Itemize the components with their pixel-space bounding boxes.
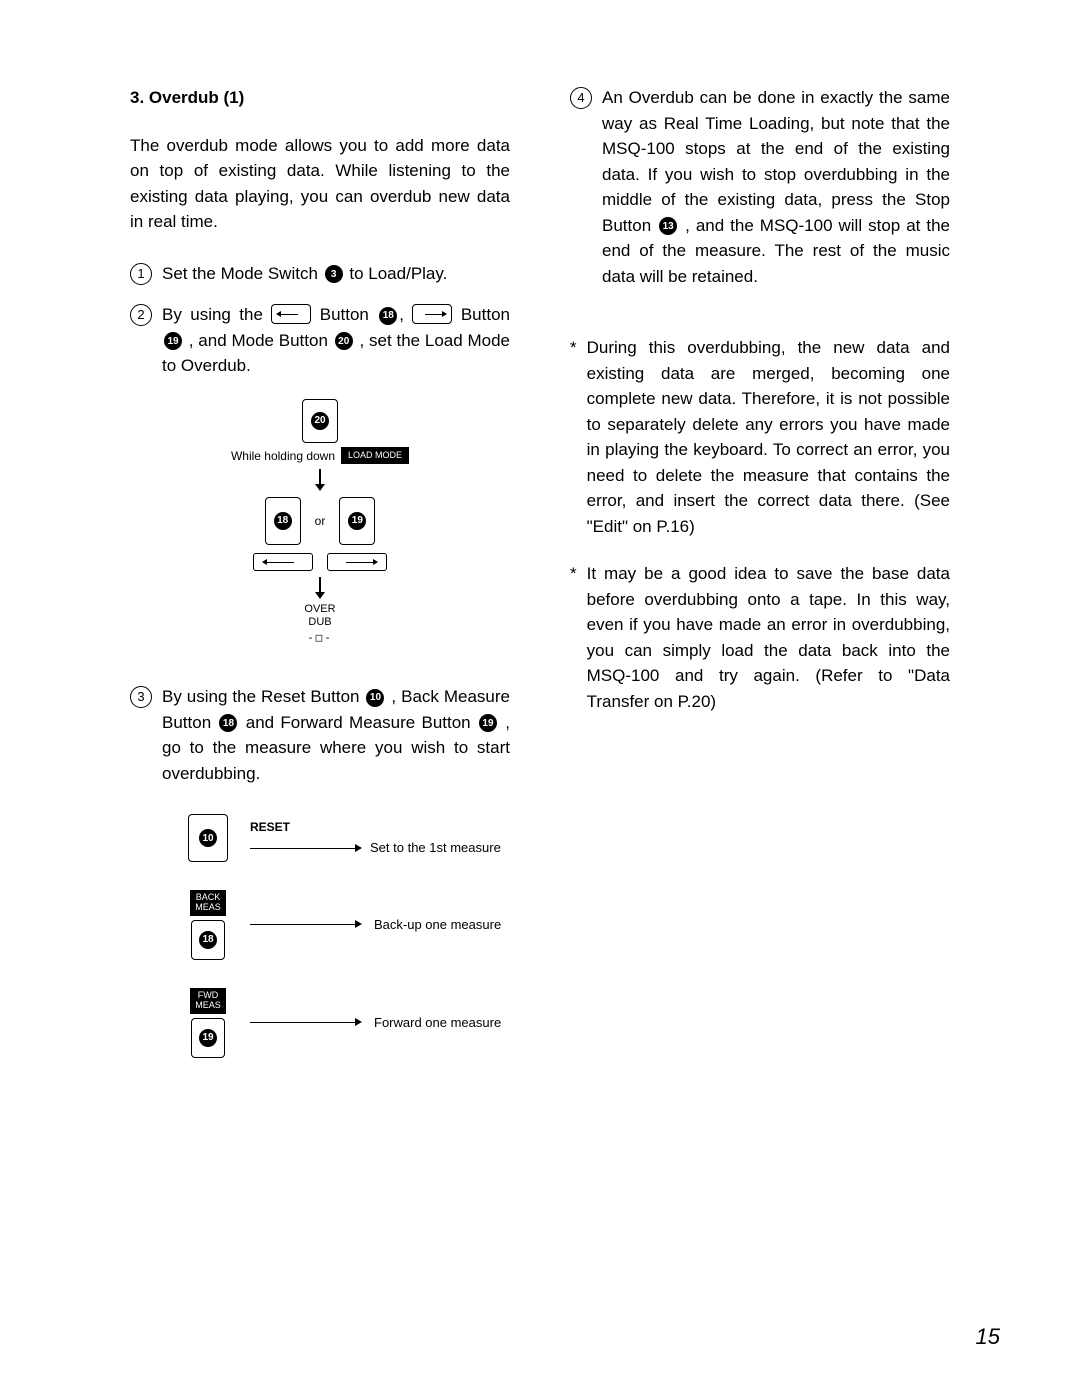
ref-bullet: 19 <box>348 512 366 530</box>
text: , and Mode Button <box>189 331 333 350</box>
desc: Back-up one measure <box>374 915 501 935</box>
right-arrow-button-icon <box>327 553 387 571</box>
step-body: Set the Mode Switch 3 to Load/Play. <box>162 261 510 287</box>
fwd-meas-row: FWD MEAS 19 Forward one measure <box>180 988 510 1058</box>
button-col: 10 <box>180 814 236 862</box>
text: DUB <box>130 616 510 629</box>
text: to Load/Play. <box>349 264 447 283</box>
ref-bullet: 18 <box>379 307 397 325</box>
left-arrow-button-icon <box>271 304 311 324</box>
reset-button-icon: 10 <box>188 814 228 862</box>
text: and Forward Measure Button <box>246 713 477 732</box>
step-marker: 3 <box>130 686 152 708</box>
seven-segment-icon: -□- <box>130 631 510 644</box>
desc: Set to the 1st measure <box>370 838 501 858</box>
ref-bullet: 20 <box>335 332 353 350</box>
measure-nav-diagram: 10 RESET Set to the 1st measure BACK MEA… <box>180 814 510 1058</box>
section-title: 3. Overdub (1) <box>130 85 510 111</box>
ref-bullet: 19 <box>479 714 497 732</box>
step-body: An Overdub can be done in exactly the sa… <box>602 85 950 289</box>
ref-bullet: 10 <box>366 689 384 707</box>
desc: Forward one measure <box>374 1013 501 1033</box>
text: OVER <box>130 603 510 616</box>
arrow-down-icon <box>319 577 321 597</box>
ref-bullet: 19 <box>199 1029 217 1047</box>
asterisk-icon: * <box>570 561 577 714</box>
step-marker: 1 <box>130 263 152 285</box>
intro-paragraph: The overdub mode allows you to add more … <box>130 133 510 235</box>
arrow-right-icon <box>250 1022 360 1023</box>
step-body: By using the Reset Button 10 , Back Meas… <box>162 684 510 786</box>
mode-button-icon: 20 <box>302 399 338 443</box>
text: Button <box>461 305 510 324</box>
step-body: By using the Button 18, Button 19 , and … <box>162 302 510 379</box>
note-text: During this overdubbing, the new data an… <box>587 335 950 539</box>
step-marker: 4 <box>570 87 592 109</box>
button-icon: 18 <box>265 497 301 545</box>
note-1: * During this overdubbing, the new data … <box>570 335 950 539</box>
right-column: 4 An Overdub can be done in exactly the … <box>570 85 950 1086</box>
button-pair: 18 or 19 <box>130 497 510 545</box>
back-meas-button-icon: 18 <box>191 920 225 960</box>
overdub-label: OVER DUB -□- <box>130 603 510 645</box>
asterisk-icon: * <box>570 335 577 539</box>
back-meas-chip: BACK MEAS <box>190 890 226 916</box>
ref-bullet: 18 <box>274 512 292 530</box>
note-2: * It may be a good idea to save the base… <box>570 561 950 714</box>
arrow-right-icon <box>250 924 360 925</box>
reset-label: RESET <box>250 818 501 836</box>
step-2: 2 By using the Button 18, Button 19 , an… <box>130 302 510 379</box>
or-label: or <box>315 512 326 530</box>
step-4: 4 An Overdub can be done in exactly the … <box>570 85 950 289</box>
arrow-right-icon <box>250 848 360 849</box>
step-marker: 2 <box>130 304 152 326</box>
page-number: 15 <box>976 1320 1000 1353</box>
overdub-mode-diagram: 20 While holding down LOAD MODE 18 or 19 <box>130 399 510 645</box>
text: By using the <box>162 305 271 324</box>
fwd-meas-button-icon: 19 <box>191 1018 225 1058</box>
reset-row: 10 RESET Set to the 1st measure <box>180 814 510 862</box>
ref-bullet: 3 <box>325 265 343 283</box>
manual-page: 3. Overdub (1) The overdub mode allows y… <box>0 0 1080 1126</box>
ref-bullet: 18 <box>219 714 237 732</box>
button-icon: 19 <box>339 497 375 545</box>
button-col: FWD MEAS 19 <box>180 988 236 1058</box>
ref-bullet: 13 <box>659 217 677 235</box>
text: Button <box>320 305 378 324</box>
right-arrow-button-icon <box>412 304 452 324</box>
loadmode-chip: LOAD MODE <box>341 447 409 465</box>
hold-row: While holding down LOAD MODE <box>130 447 510 465</box>
ref-bullet: 20 <box>311 412 329 430</box>
text: By using the Reset Button <box>162 687 364 706</box>
button-col: BACK MEAS 18 <box>180 890 236 960</box>
step-3: 3 By using the Reset Button 10 , Back Me… <box>130 684 510 786</box>
ref-bullet: 18 <box>199 931 217 949</box>
ref-bullet: 10 <box>199 829 217 847</box>
wide-button-row <box>130 553 510 571</box>
back-meas-row: BACK MEAS 18 Back-up one measure <box>180 890 510 960</box>
text: An Overdub can be done in exactly the sa… <box>602 88 950 235</box>
arrow-down-icon <box>319 469 321 489</box>
left-arrow-button-icon <box>253 553 313 571</box>
ref-bullet: 19 <box>164 332 182 350</box>
reset-label-col: RESET Set to the 1st measure <box>250 818 501 858</box>
text: Set the Mode Switch <box>162 264 323 283</box>
note-text: It may be a good idea to save the base d… <box>587 561 950 714</box>
fwd-meas-chip: FWD MEAS <box>190 988 226 1014</box>
step-1: 1 Set the Mode Switch 3 to Load/Play. <box>130 261 510 287</box>
left-column: 3. Overdub (1) The overdub mode allows y… <box>130 85 510 1086</box>
hold-label: While holding down <box>231 447 335 465</box>
